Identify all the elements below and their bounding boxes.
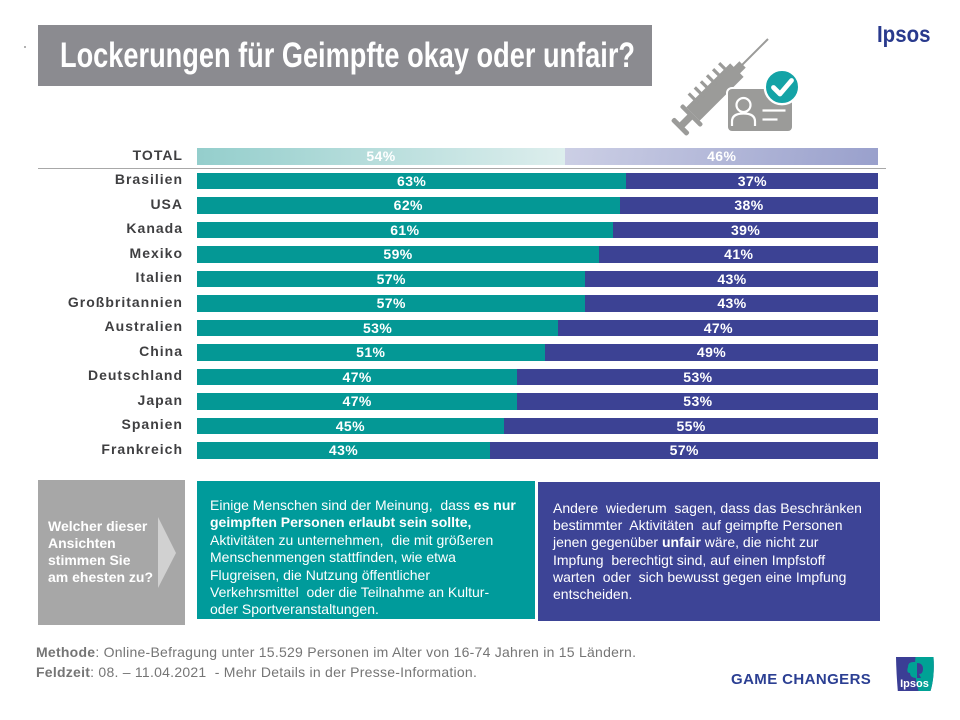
- svg-text:Ipsos: Ipsos: [900, 678, 929, 690]
